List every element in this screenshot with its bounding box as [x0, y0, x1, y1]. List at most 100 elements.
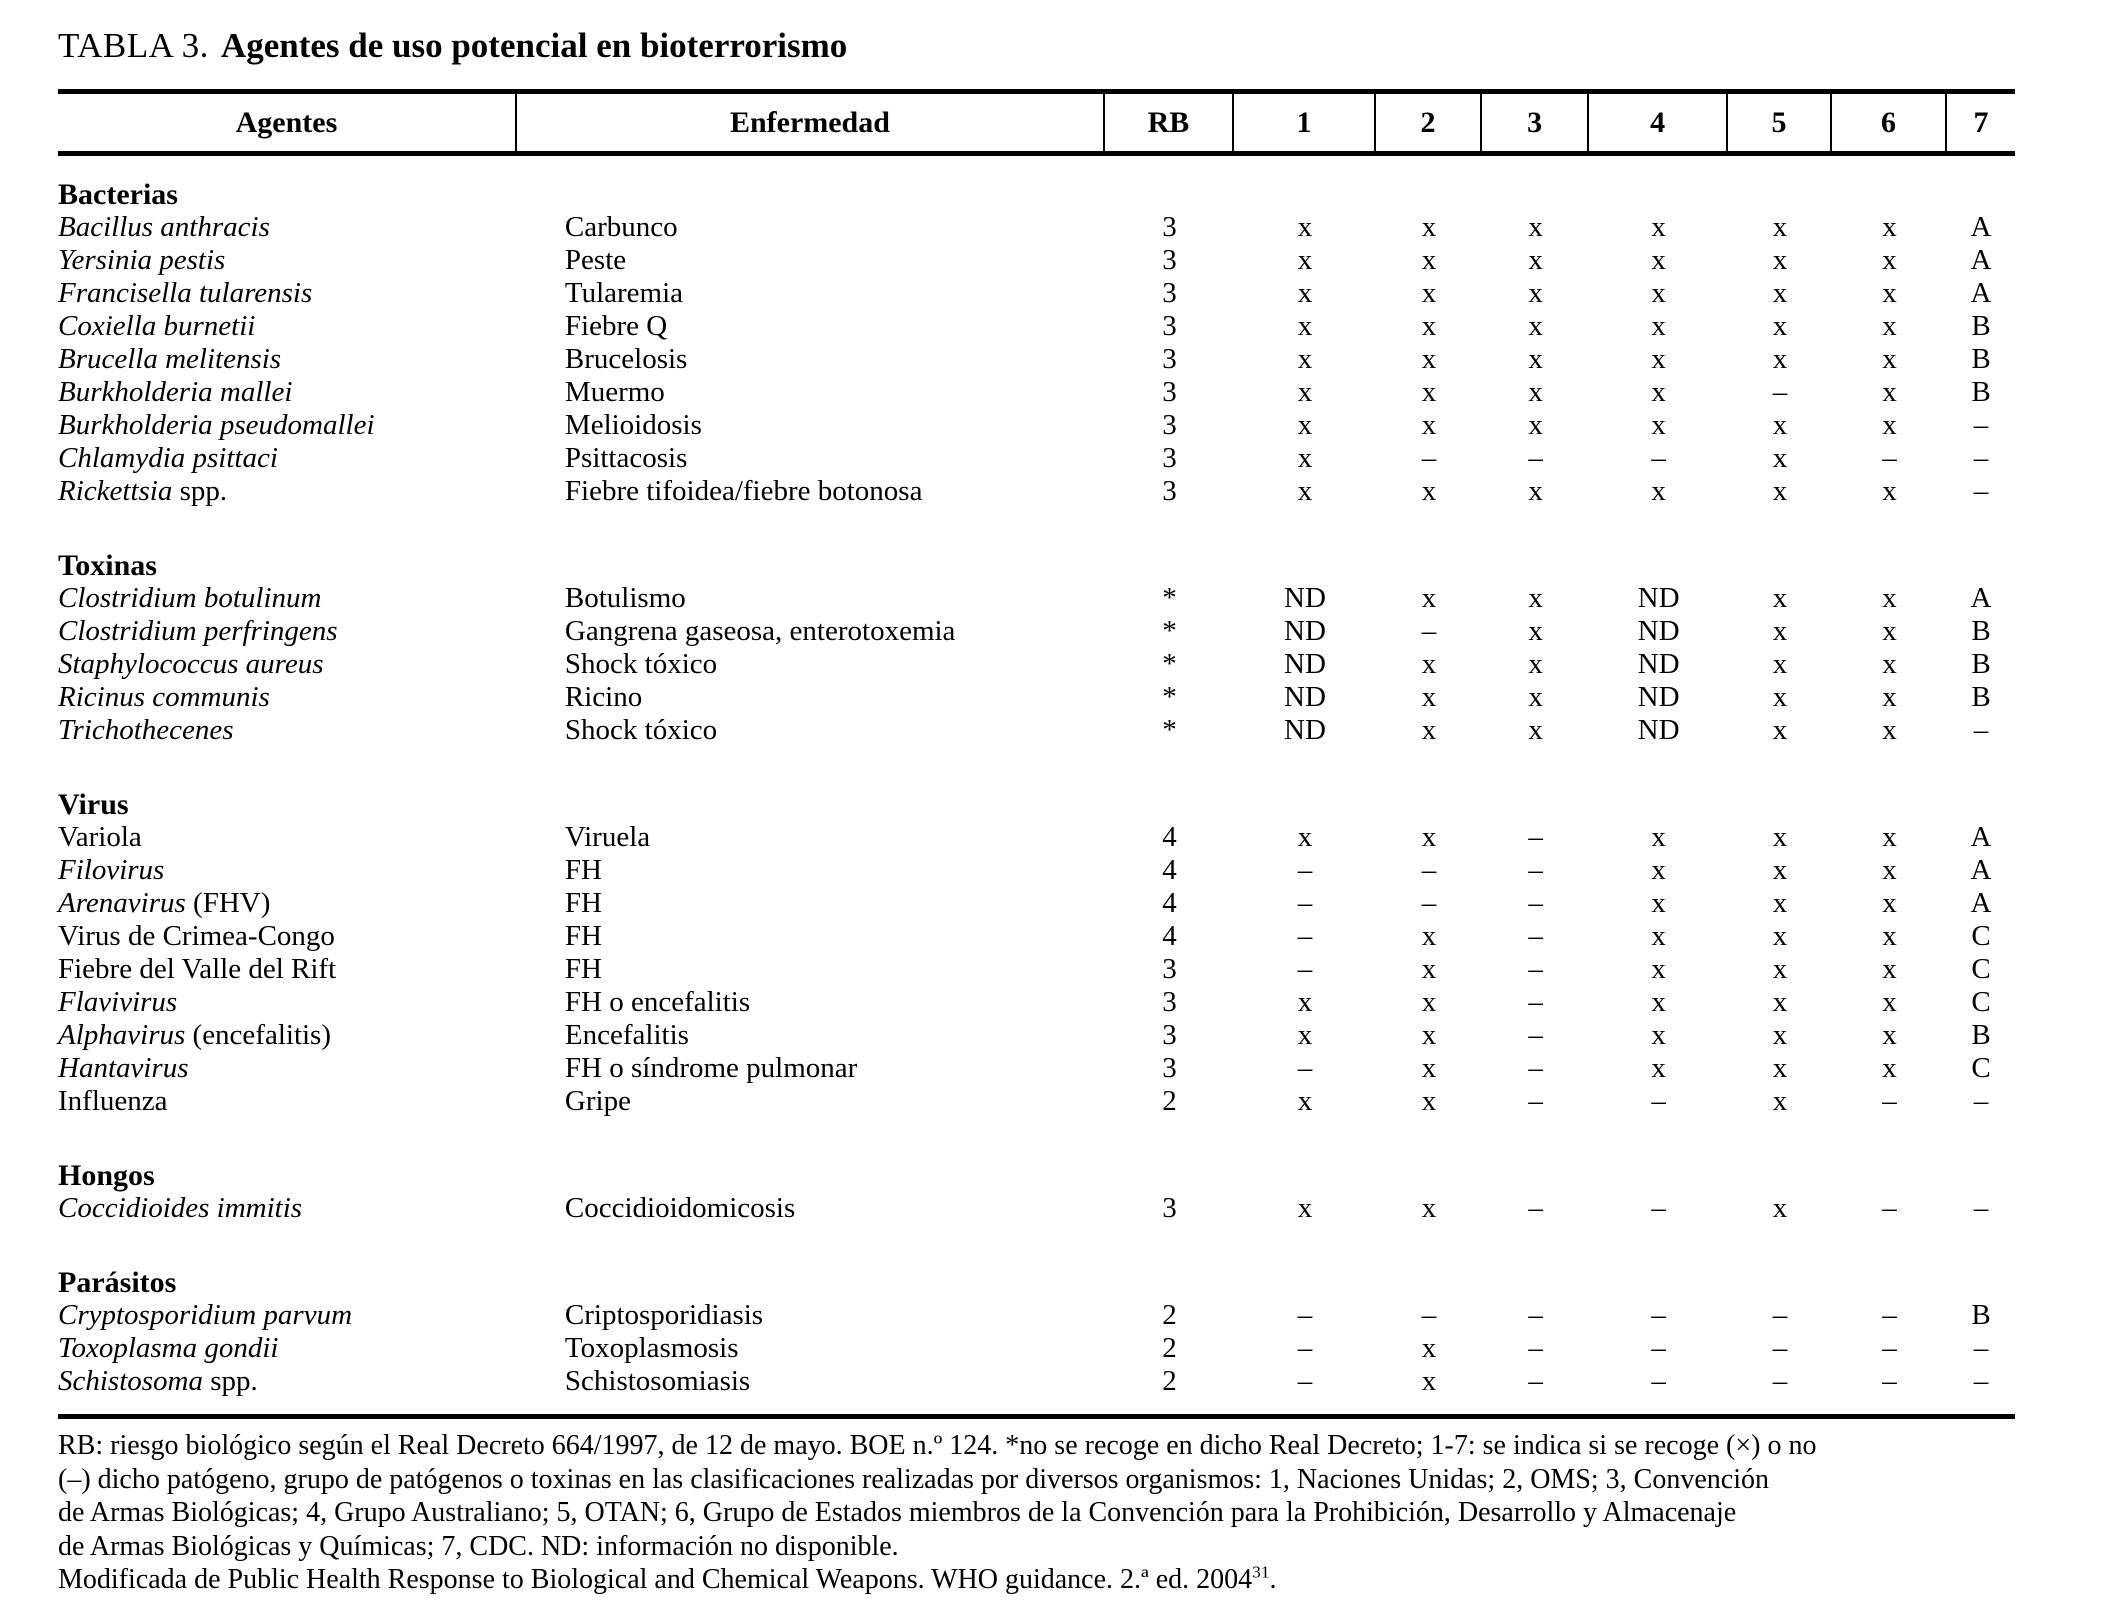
rb-cell: 3: [1162, 1019, 1177, 1051]
classification-cell: x: [1772, 211, 1788, 243]
classification-cell: A: [1970, 582, 1992, 614]
classification-cell: x: [1421, 714, 1437, 746]
classification-cell: x: [1772, 409, 1788, 441]
agent-name: Rickettsia: [58, 475, 173, 507]
classification-cell: –: [1651, 1085, 1666, 1117]
classification-cell: –: [1528, 854, 1543, 886]
classification-cell: x: [1421, 1085, 1437, 1117]
disease-cell: Encefalitis: [564, 1019, 689, 1051]
rb-cell: 4: [1162, 920, 1177, 952]
agent-name-cell: Variola: [58, 821, 517, 854]
classification-cell: x: [1297, 409, 1313, 441]
classification-cell: –: [1973, 1192, 1989, 1224]
table-row: Clostridium perfringens Gangrena gaseosa,…: [58, 615, 2015, 648]
classification-cell: x: [1528, 277, 1543, 309]
agent-name-cell: Toxoplasma gondii: [58, 1332, 517, 1365]
classification-cell: x: [1651, 1052, 1666, 1084]
classification-cell: –: [1528, 1085, 1543, 1117]
classification-cell: x: [1421, 986, 1437, 1018]
disease-cell: Tularemia: [564, 277, 684, 309]
classification-cell: x: [1297, 1019, 1313, 1051]
classification-cell: x: [1421, 1192, 1437, 1224]
classification-cell: x: [1528, 376, 1543, 408]
classification-cell: x: [1772, 854, 1788, 886]
agent-name-cell: Coccidioides immitis: [58, 1192, 517, 1225]
disease-cell: Carbunco: [564, 211, 678, 243]
classification-cell: x: [1882, 376, 1897, 408]
classification-cell: –: [1421, 887, 1437, 919]
classification-cell: x: [1772, 582, 1788, 614]
column-header: 4: [1589, 94, 1729, 151]
classification-cell: x: [1772, 1085, 1788, 1117]
rb-cell: 3: [1162, 953, 1177, 985]
rb-cell: 3: [1162, 475, 1177, 507]
classification-cell: x: [1651, 887, 1666, 919]
classification-cell: x: [1297, 475, 1313, 507]
column-header: 7: [1973, 106, 1989, 139]
disease-cell: Peste: [564, 244, 627, 276]
classification-cell: x: [1297, 442, 1313, 474]
classification-cell: –: [1882, 1299, 1897, 1331]
classification-cell: x: [1772, 615, 1788, 647]
classification-cell: –: [1421, 615, 1437, 647]
classification-cell: –: [1528, 986, 1543, 1018]
classification-cell: x: [1528, 648, 1543, 680]
table-title: Agentes de uso potencial en bioterrorism…: [220, 26, 848, 65]
classification-cell: x: [1882, 615, 1897, 647]
classification-cell: B: [1971, 310, 1991, 342]
classification-cell: x: [1882, 953, 1897, 985]
classification-cell: x: [1882, 887, 1897, 919]
disease-cell: Coccidioidomicosis: [564, 1192, 796, 1224]
classification-cell: x: [1882, 714, 1897, 746]
section-title: Parásitos: [58, 1266, 177, 1299]
classification-cell: x: [1528, 409, 1543, 441]
column-header: RB: [1105, 94, 1234, 151]
classification-cell: –: [1528, 1192, 1543, 1224]
classification-cell: –: [1297, 887, 1313, 919]
agent-name: Alphavirus: [58, 1019, 186, 1051]
classification-cell: –: [1651, 1365, 1666, 1397]
column-header: 1: [1234, 94, 1377, 151]
table-row: Burkholderia mallei Muermo 3 x x x x – x B: [58, 376, 2015, 409]
classification-cell: A: [1970, 211, 1992, 243]
disease-cell: Shock tóxico: [564, 648, 718, 680]
agent-name: Bacillus anthracis: [58, 211, 270, 243]
classification-cell: x: [1882, 582, 1897, 614]
classification-cell: ND: [1637, 615, 1680, 647]
column-header: Enfermedad: [517, 94, 1105, 151]
rb-cell: 3: [1162, 376, 1177, 408]
rb-cell: *: [1162, 714, 1177, 746]
classification-cell: x: [1882, 211, 1897, 243]
classification-cell: x: [1772, 714, 1788, 746]
disease-cell: Schistosomiasis: [564, 1365, 751, 1397]
agent-name: Brucella melitensis: [58, 343, 282, 375]
classification-cell: x: [1882, 854, 1897, 886]
classification-cell: –: [1528, 1332, 1543, 1364]
classification-cell: x: [1421, 244, 1437, 276]
classification-cell: C: [1971, 953, 1991, 985]
classification-cell: x: [1882, 409, 1897, 441]
classification-cell: x: [1882, 310, 1897, 342]
classification-cell: ND: [1637, 648, 1680, 680]
table-row: Coccidioides immitis Coccidioidomicosis 3 x…: [58, 1192, 2015, 1225]
rb-cell: 3: [1162, 211, 1177, 243]
classification-cell: A: [1970, 277, 1992, 309]
classification-cell: x: [1882, 343, 1897, 375]
classification-cell: x: [1421, 211, 1437, 243]
agent-name: Virus de Crimea-Congo: [58, 920, 335, 952]
classification-cell: C: [1971, 920, 1991, 952]
section-title: Virus: [58, 788, 129, 821]
classification-cell: x: [1772, 310, 1788, 342]
table-row: Filovirus FH 4 – – – x x x A: [58, 854, 2015, 887]
classification-cell: x: [1772, 986, 1788, 1018]
classification-cell: x: [1651, 475, 1666, 507]
rb-cell: 3: [1162, 986, 1177, 1018]
classification-cell: x: [1297, 310, 1313, 342]
table-caption: TABLA 3. Agentes de uso potencial en biot…: [58, 24, 2015, 68]
footnote-line: RB: riesgo biológico según el Real Decre…: [58, 1430, 1817, 1461]
classification-cell: x: [1882, 821, 1897, 853]
rb-cell: 3: [1162, 277, 1177, 309]
rb-cell: *: [1162, 615, 1177, 647]
classification-cell: x: [1297, 1085, 1313, 1117]
classification-cell: x: [1651, 854, 1666, 886]
